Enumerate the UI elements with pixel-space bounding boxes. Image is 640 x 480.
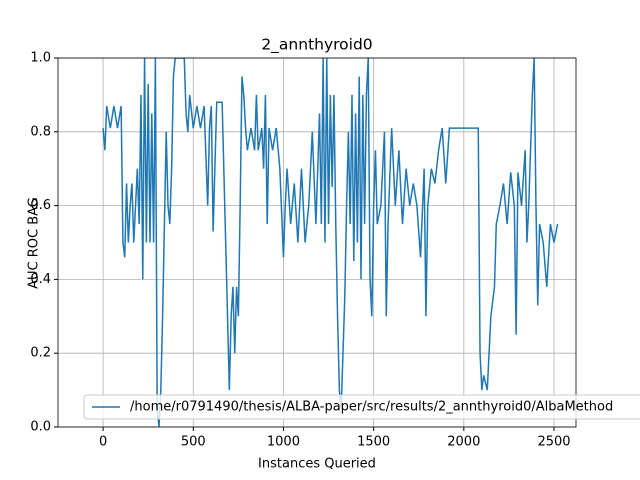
y-tick-label: 0.0 (30, 420, 51, 435)
y-tick-label: 1.0 (30, 51, 51, 66)
legend-label: /home/r0791490/thesis/ALBA-paper/src/res… (130, 400, 613, 415)
x-tick-label: 2500 (537, 435, 570, 450)
line-series (102, 58, 559, 427)
x-tick-label: 500 (181, 435, 206, 450)
y-tick-label: 0.8 (30, 124, 51, 139)
chart-title: 2_annthyroid0 (261, 36, 372, 55)
x-tick-label: 2000 (447, 435, 480, 450)
plot-frame (57, 57, 577, 428)
x-axis-label: Instances Queried (258, 457, 376, 472)
y-tick-label: 0.4 (30, 272, 51, 287)
y-tick-label: 0.2 (30, 346, 51, 361)
y-axis-label: AUC ROC BAG (27, 197, 42, 289)
x-tick-label: 1000 (267, 435, 300, 450)
x-tick-label: 0 (99, 435, 107, 450)
x-tick-label: 1500 (357, 435, 390, 450)
legend-box (83, 394, 640, 420)
y-tick-label: 0.6 (30, 198, 51, 213)
